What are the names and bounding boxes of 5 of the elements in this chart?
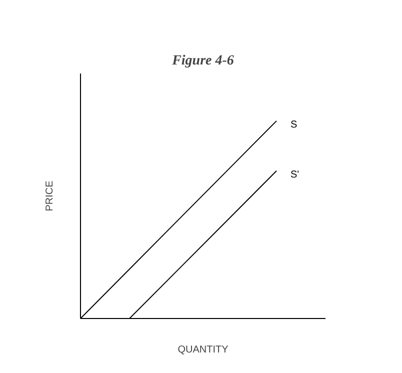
- x-axis-title: QUANTITY: [178, 344, 229, 356]
- series-label: S': [290, 169, 300, 180]
- y-axis-title: PRICE: [44, 180, 56, 212]
- series-label: S: [290, 119, 298, 130]
- chart-title: Figure 4-6: [171, 54, 234, 68]
